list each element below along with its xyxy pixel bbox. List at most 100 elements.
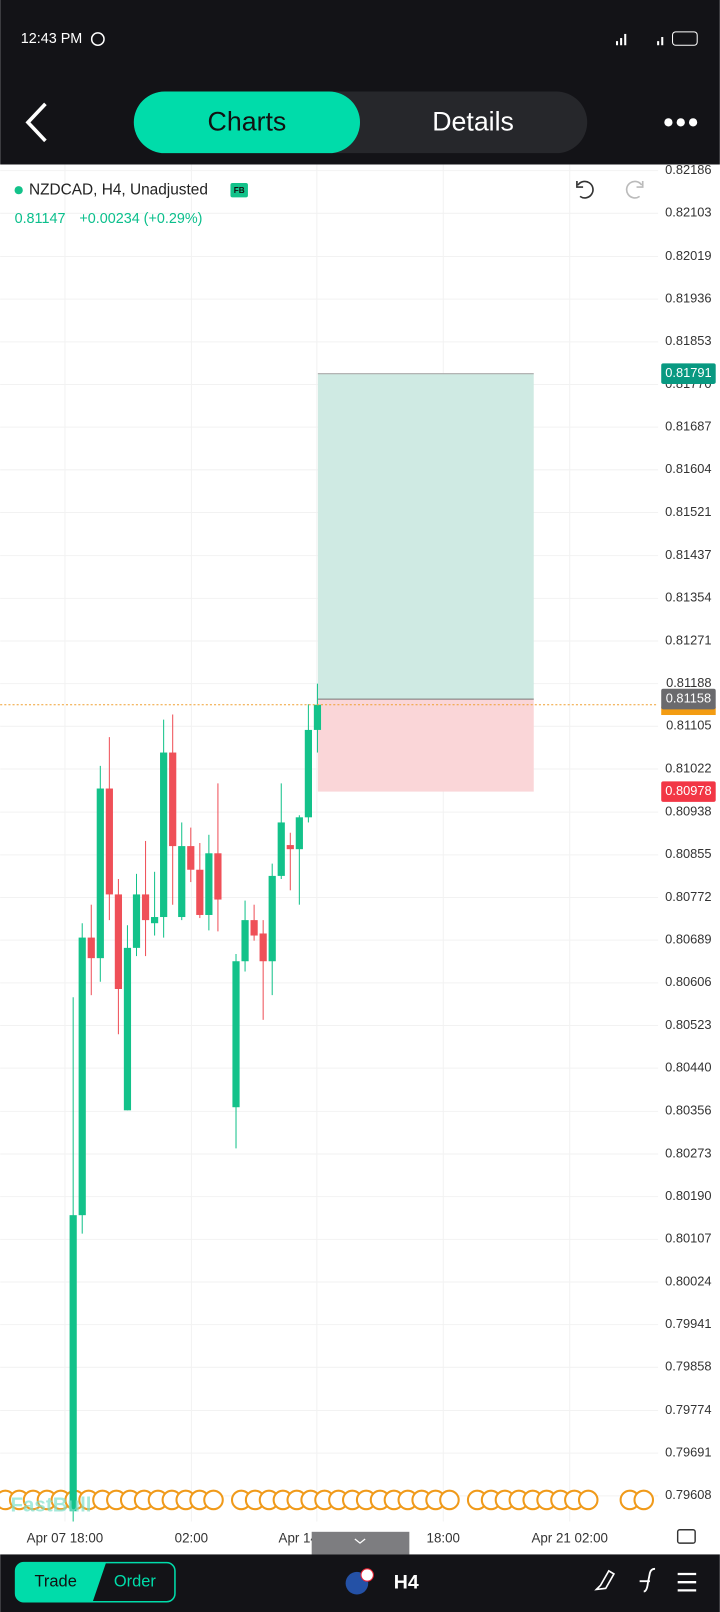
candle-body (178, 846, 186, 918)
y-tick-label: 0.80190 (665, 1188, 711, 1203)
event-icon (439, 1489, 460, 1511)
watermark: FastBull (10, 1494, 91, 1517)
badge (230, 182, 248, 198)
candle-body (214, 853, 222, 900)
candle-body (123, 947, 132, 1111)
y-tick-label: 0.80855 (665, 846, 711, 861)
y-tick-label: 0.79774 (665, 1402, 711, 1417)
last-price: 0.81147 (15, 211, 66, 227)
y-tick-label: 0.81437 (665, 547, 711, 562)
x-tick-label: Apr 21 02:00 (531, 1531, 608, 1546)
candle-body (87, 937, 95, 959)
y-tick-label: 0.81271 (665, 632, 711, 647)
event-icon (577, 1489, 599, 1511)
candle-body (286, 845, 294, 850)
active-tab[interactable] (133, 91, 360, 154)
candle-body (114, 894, 123, 989)
undo-button[interactable] (576, 180, 594, 199)
status-time: 12:43 PM (21, 31, 83, 47)
calendar-icon[interactable] (676, 1529, 696, 1544)
y-tick-label: 0.79858 (665, 1359, 711, 1374)
x-tick-label: 02:00 (175, 1531, 208, 1546)
candle-body (78, 937, 86, 1216)
stop-tag-label: 0.80978 (665, 783, 711, 798)
y-tick-label: 0.79608 (665, 1487, 711, 1502)
trade-button[interactable]: Trade (35, 1573, 77, 1591)
candle-body (96, 788, 104, 959)
menu-button[interactable] (677, 1572, 697, 1592)
event-icon (203, 1489, 224, 1511)
redo-button[interactable] (625, 180, 644, 199)
y-tick-label: 0.80107 (665, 1231, 711, 1246)
symbol-label: NZDCAD, H4, Unadjusted (29, 181, 208, 198)
y-tick-label: 0.80440 (665, 1060, 711, 1075)
y-tick-label: 0.81022 (665, 760, 711, 775)
y-tick-label: 0.82186 (665, 162, 711, 177)
entry-tag (661, 688, 716, 710)
badge-text: FB (234, 186, 245, 195)
candle-body (259, 933, 267, 962)
y-tick-label: 0.81853 (665, 333, 711, 348)
candle-body (268, 875, 276, 962)
y-tick-label: 0.81105 (666, 718, 711, 733)
y-tick-label: 0.80024 (665, 1273, 711, 1288)
y-tick-label: 0.80523 (665, 1017, 711, 1032)
candle-body (205, 853, 213, 915)
trade-active[interactable] (15, 1562, 107, 1602)
event-icon (633, 1489, 655, 1511)
tab-charts[interactable]: Charts (208, 106, 287, 136)
status-dot (14, 186, 23, 195)
y-tick-label: 0.81521 (665, 504, 711, 519)
candle-body (250, 920, 258, 936)
entry-tag-label: 0.81158 (666, 690, 711, 705)
draw-tool[interactable] (594, 1569, 616, 1591)
candle-body (105, 788, 113, 895)
signal-bars (615, 33, 664, 46)
flag-icon-2 (360, 1568, 374, 1582)
target-tag (661, 363, 716, 384)
whatsapp-icon (90, 32, 105, 47)
candle-body (313, 704, 322, 730)
candle-body (295, 817, 303, 850)
candle-body (150, 917, 159, 924)
order-button[interactable]: Order (114, 1573, 157, 1591)
y-tick-label: 0.79691 (665, 1445, 711, 1460)
y-tick-label: 0.80938 (665, 804, 711, 819)
stop-zone (317, 699, 534, 792)
target-tag-label: 0.81791 (665, 365, 711, 380)
candle-body (160, 752, 168, 918)
candle-body (277, 822, 285, 876)
y-tick-label: 0.80273 (665, 1145, 711, 1160)
back-button[interactable] (25, 102, 47, 143)
candle-body (241, 920, 249, 962)
candle-body (169, 752, 177, 847)
y-tick-label: 0.80689 (665, 932, 711, 947)
y-tick-label: 0.79941 (665, 1316, 711, 1331)
handle-chevron (354, 1538, 366, 1544)
price-change: +0.00234 (+0.29%) (79, 211, 202, 227)
plot: 0.82186 0.82103 0.82019 0.81936 0.81853 0.817… (0, 162, 716, 1546)
y-tick-label: 0.82103 (665, 205, 711, 220)
y-tick-label: 0.82019 (665, 248, 711, 263)
y-tick-label: 0.81936 (665, 291, 711, 306)
y-tick-label: 0.81354 (665, 590, 711, 605)
candle-body (187, 846, 195, 870)
y-tick-label: 0.81604 (665, 461, 711, 476)
y-tick-label: 0.81687 (665, 419, 711, 434)
y-tick-label: 0.80356 (665, 1103, 711, 1118)
target-zone (317, 373, 534, 700)
candle-body (196, 869, 204, 915)
candle-body (69, 1215, 77, 1512)
stop-tag (661, 781, 716, 802)
candle-body (232, 961, 240, 1108)
x-tick-label: 18:00 (427, 1531, 460, 1546)
candle-body (132, 894, 141, 948)
tab-details[interactable]: Details (432, 106, 514, 136)
x-tick-label: Apr 07 18:00 (27, 1531, 104, 1546)
indicator-tool[interactable] (639, 1567, 656, 1593)
interval[interactable]: H4 (394, 1571, 419, 1593)
more-menu[interactable] (664, 118, 698, 127)
y-tick-label: 0.80772 (665, 889, 711, 904)
